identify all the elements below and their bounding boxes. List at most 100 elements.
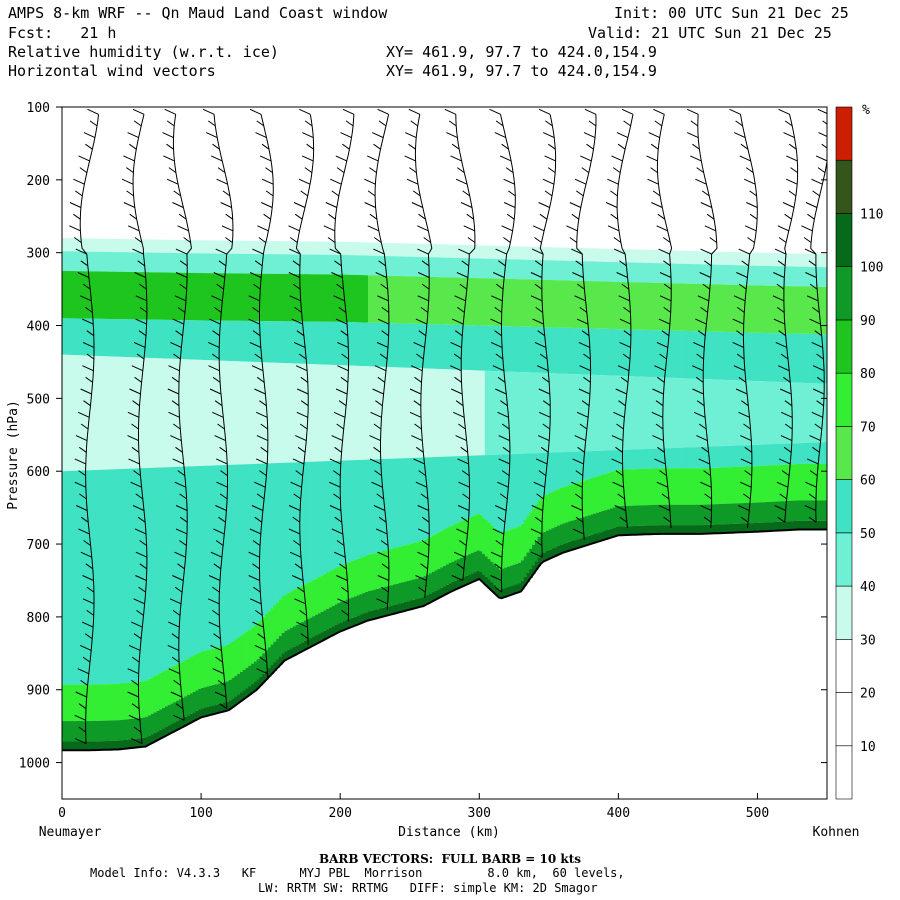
colorbar-tick-label: 100 xyxy=(860,261,883,276)
barb-column xyxy=(248,108,274,680)
rh-band xyxy=(164,726,169,736)
rh-band xyxy=(746,252,750,266)
rh-band xyxy=(315,461,319,579)
rh-band xyxy=(306,274,311,322)
rh-band xyxy=(156,239,160,253)
rh-band xyxy=(596,248,600,262)
rh-band xyxy=(156,272,160,320)
rh-band xyxy=(162,728,166,738)
barb-flag xyxy=(788,190,797,197)
barb-flag xyxy=(780,353,789,360)
barb-flag xyxy=(696,353,704,360)
rh-band xyxy=(668,448,672,469)
rh-band xyxy=(568,485,572,522)
rh-band xyxy=(198,652,202,690)
rh-band xyxy=(312,636,316,646)
rh-band xyxy=(334,321,338,366)
rh-band xyxy=(676,283,681,331)
rh-band xyxy=(429,276,433,325)
rh-band xyxy=(153,358,158,468)
rh-band xyxy=(746,285,750,333)
rh-band xyxy=(785,266,789,287)
rh-column xyxy=(206,240,211,716)
barb-flag xyxy=(304,167,313,174)
barb-flag xyxy=(450,341,462,348)
rh-band xyxy=(292,462,297,590)
field2-label: Horizontal wind vectors xyxy=(8,62,216,80)
rh-band xyxy=(231,464,236,642)
rh-column xyxy=(89,238,94,751)
barb-flag xyxy=(656,481,669,488)
rh-band xyxy=(273,605,277,642)
rh-band xyxy=(434,368,439,458)
rh-band xyxy=(404,367,408,459)
rh-band xyxy=(782,443,786,465)
rh-band xyxy=(287,462,291,593)
rh-band xyxy=(278,599,283,636)
rh-band xyxy=(824,334,827,384)
rh-band xyxy=(579,517,583,539)
rh-band xyxy=(568,280,572,328)
barb-flag xyxy=(376,598,388,605)
rh-band xyxy=(181,718,185,727)
barb-flag xyxy=(497,411,509,418)
rh-band xyxy=(384,256,389,276)
rh-band xyxy=(334,568,338,605)
rh-band xyxy=(459,521,464,558)
barb-flag xyxy=(740,435,752,442)
rh-band xyxy=(109,469,113,685)
rh-band xyxy=(615,262,619,282)
rh-band xyxy=(601,450,606,475)
rh-band xyxy=(468,325,472,371)
rh-band xyxy=(643,505,647,526)
rh-band xyxy=(206,320,211,361)
rh-band xyxy=(476,570,480,580)
rh-band xyxy=(815,500,820,521)
rh-band xyxy=(356,275,361,323)
rh-band xyxy=(98,720,102,742)
rh-band xyxy=(312,579,316,617)
rh-column xyxy=(323,241,327,640)
rh-band xyxy=(501,588,505,598)
rh-band xyxy=(660,468,664,505)
rh-band xyxy=(504,531,508,568)
rh-column xyxy=(729,251,734,533)
rh-band xyxy=(331,254,336,275)
rh-band xyxy=(267,254,272,274)
barb-flag xyxy=(256,493,265,500)
rh-band xyxy=(534,260,539,280)
rh-band xyxy=(109,720,113,741)
rh-band xyxy=(760,522,764,532)
rh-band xyxy=(109,319,113,357)
barb-flag xyxy=(80,295,92,302)
rh-band xyxy=(240,692,244,701)
rh-band xyxy=(757,285,761,333)
rh-band xyxy=(637,262,642,283)
rh-band xyxy=(685,504,689,526)
rh-band xyxy=(493,454,497,528)
rh-band xyxy=(437,568,441,590)
rh-band xyxy=(240,273,244,321)
rh-band xyxy=(629,262,633,283)
rh-column xyxy=(654,250,658,534)
rh-band xyxy=(676,468,681,505)
barb-flag xyxy=(259,400,267,407)
rh-band xyxy=(470,573,475,583)
rh-band xyxy=(220,682,224,704)
rh-band xyxy=(710,467,714,505)
rh-band xyxy=(576,539,581,548)
rh-band xyxy=(448,244,453,258)
rh-band xyxy=(657,377,661,449)
rh-band xyxy=(89,238,94,252)
rh-band xyxy=(785,253,789,267)
barb-flag xyxy=(808,260,817,267)
rh-band xyxy=(543,372,547,453)
rh-band xyxy=(682,468,686,505)
rh-band xyxy=(740,332,745,381)
rh-band xyxy=(390,275,394,324)
rh-band xyxy=(687,264,692,284)
rh-band xyxy=(571,484,575,521)
rh-band xyxy=(726,445,731,468)
rh-band xyxy=(153,239,158,253)
rh-column xyxy=(170,239,174,733)
